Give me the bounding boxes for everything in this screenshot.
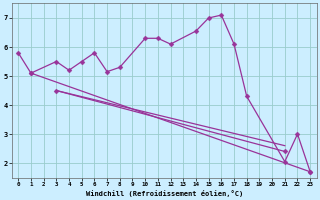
- X-axis label: Windchill (Refroidissement éolien,°C): Windchill (Refroidissement éolien,°C): [85, 190, 243, 197]
